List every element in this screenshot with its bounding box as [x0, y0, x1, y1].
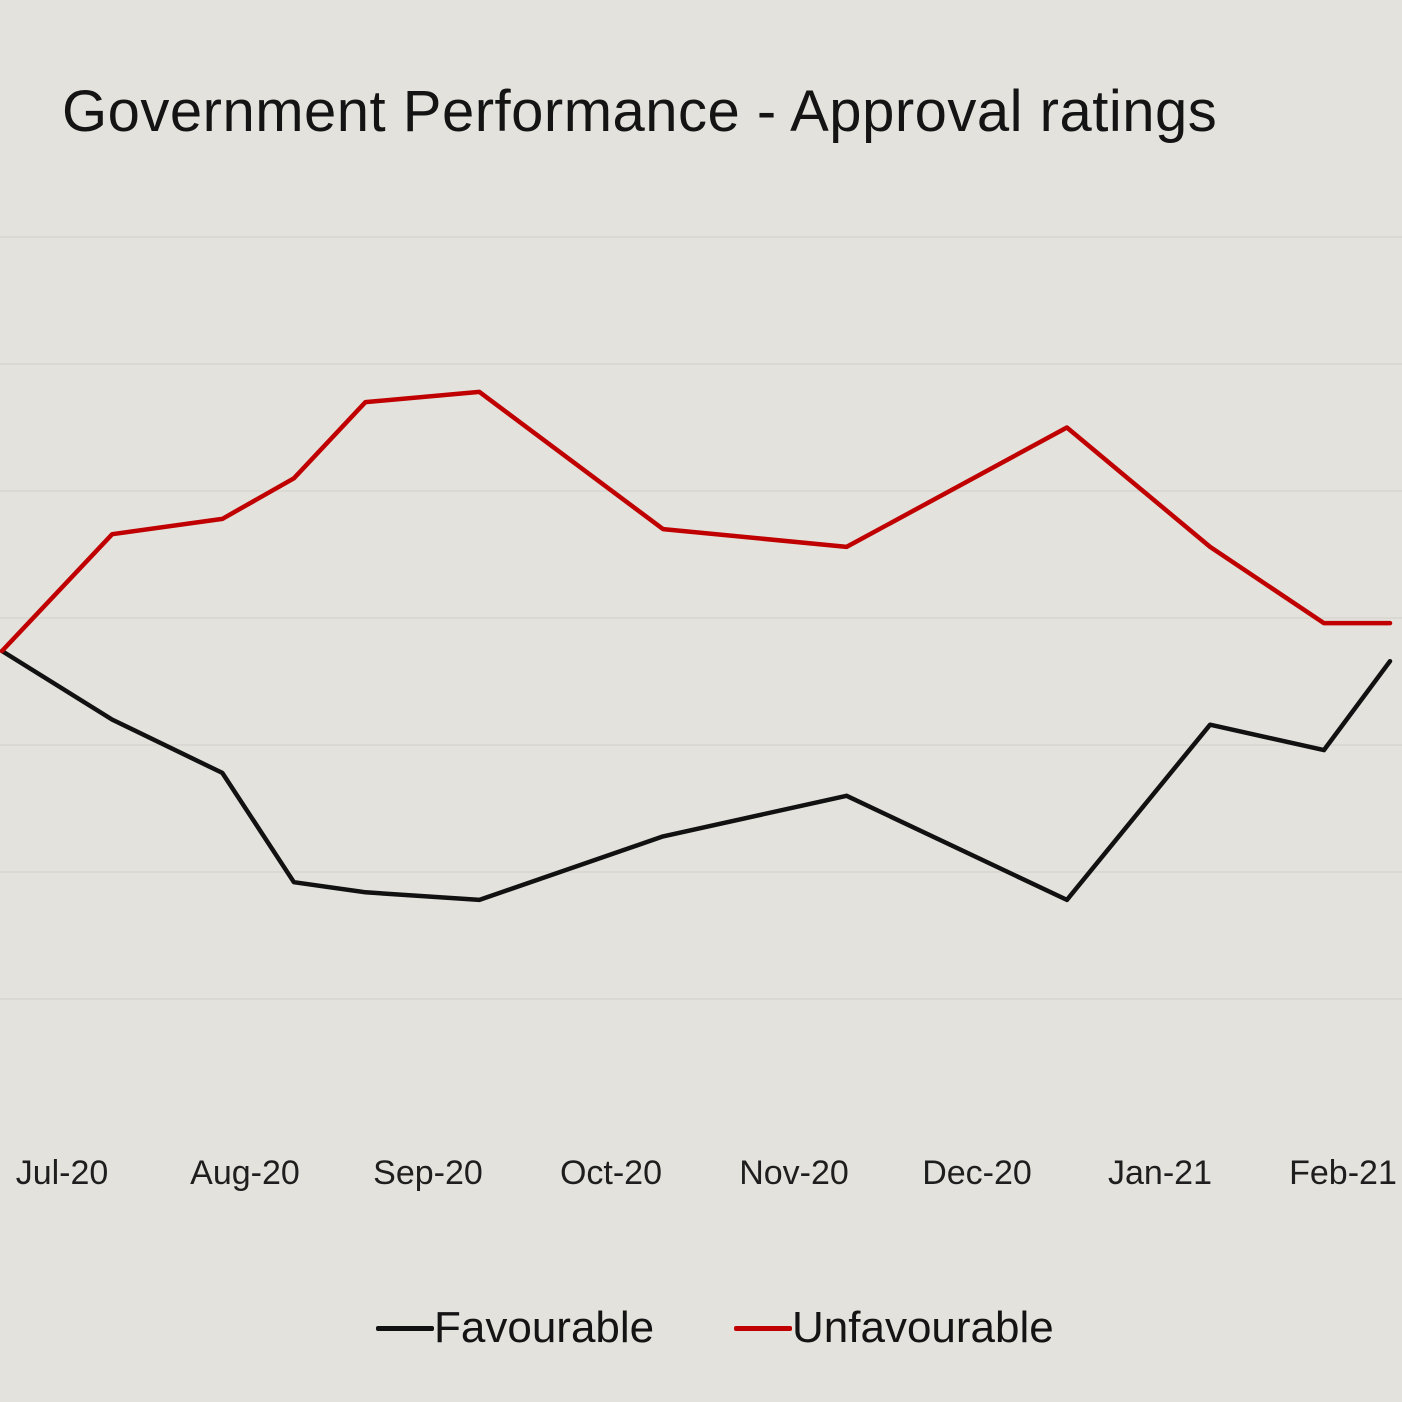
x-tick-label: Dec-20 — [922, 1154, 1032, 1192]
legend-label-unfavourable: Unfavourable — [792, 1303, 1054, 1352]
legend-item-unfavourable: Unfavourable — [734, 1300, 1054, 1356]
chart-title: Government Performance - Approval rating… — [62, 79, 1218, 144]
legend-swatch-favourable — [376, 1325, 434, 1331]
legend-item-favourable: Favourable — [376, 1300, 654, 1356]
series-line-favourable — [0, 648, 1393, 903]
x-tick-label: Jan-21 — [1108, 1154, 1212, 1192]
legend-label-favourable: Favourable — [434, 1303, 655, 1352]
x-tick-label: Sep-20 — [373, 1154, 483, 1192]
x-tick-label: Nov-20 — [739, 1154, 849, 1192]
series-lines — [0, 389, 1393, 903]
legend-swatch-unfavourable — [734, 1325, 792, 1331]
x-tick-label: Feb-21 — [1289, 1154, 1397, 1192]
x-axis-ticks: Jul-20 Aug-20 Sep-20 Oct-20 Nov-20 Dec-20 Jan-… — [16, 1154, 1397, 1192]
x-tick-label: Jul-20 — [16, 1154, 109, 1192]
x-tick-label: Oct-20 — [560, 1154, 662, 1192]
gridlines — [0, 236, 1402, 1000]
series-line-unfavourable — [0, 389, 1393, 654]
x-tick-label: Aug-20 — [190, 1154, 300, 1192]
legend: Favourable Unfavourable — [0, 1300, 1402, 1356]
